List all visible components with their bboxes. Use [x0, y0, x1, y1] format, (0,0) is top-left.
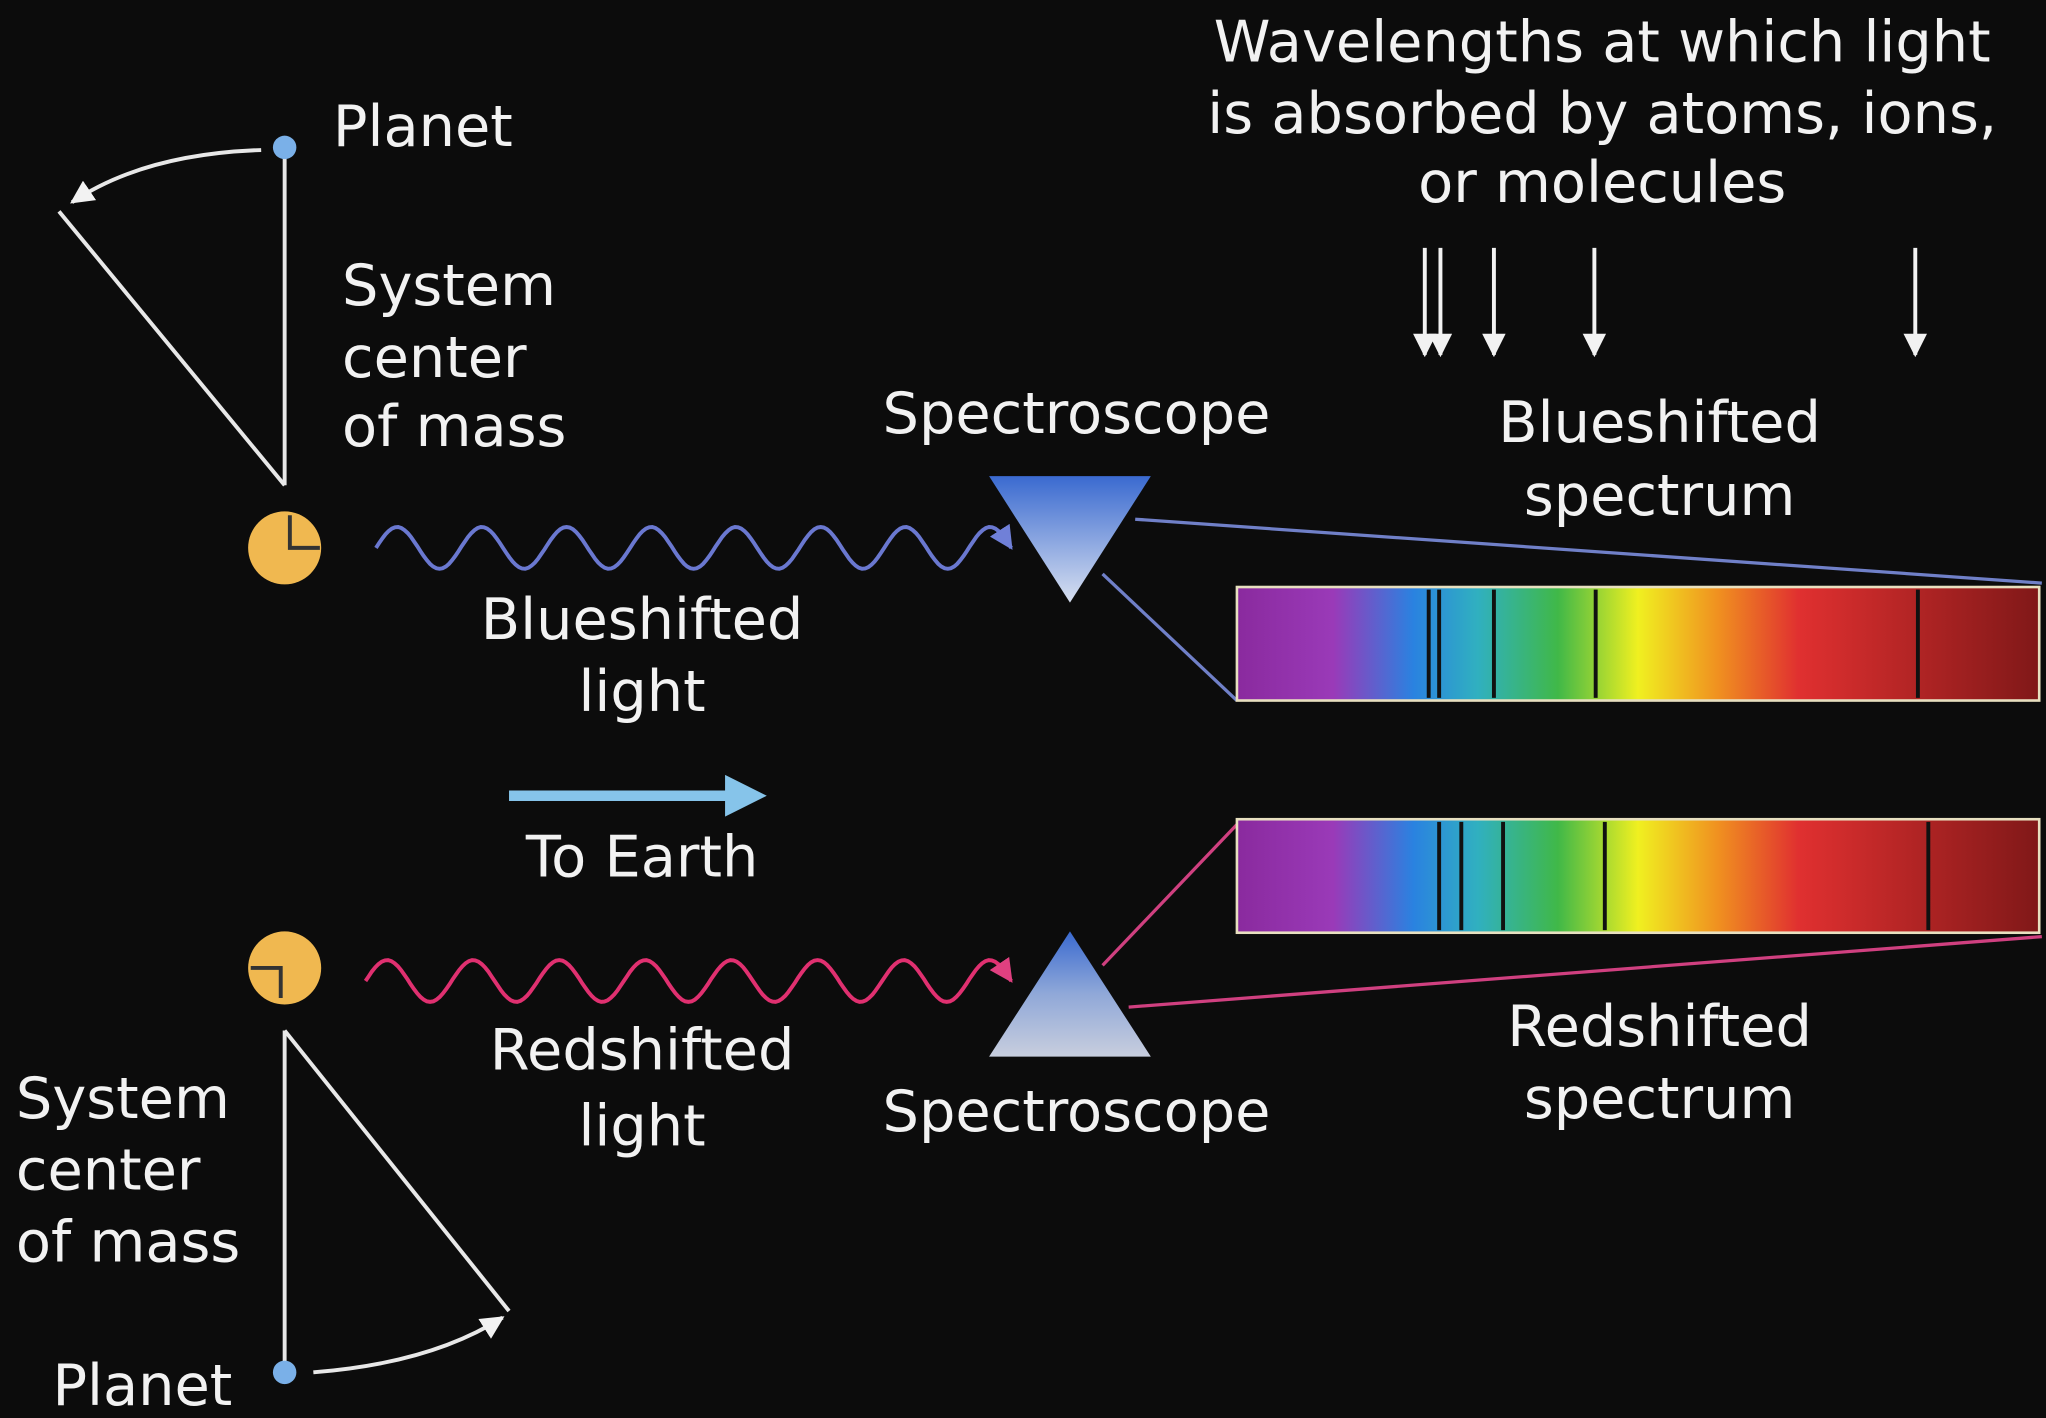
beam	[1101, 572, 1239, 702]
absorption-lines	[1437, 821, 1931, 931]
angle-mark	[250, 965, 283, 998]
note-line: or molecules	[1418, 149, 1786, 216]
com-label: System	[16, 1065, 230, 1132]
spectroscope-label: Spectroscope	[883, 1078, 1271, 1145]
planet	[272, 135, 297, 160]
light-label: light	[578, 1092, 705, 1159]
light-label: Blueshifted	[481, 586, 804, 653]
planet-label: Planet	[52, 1352, 232, 1418]
angle-mark	[287, 515, 320, 550]
light-label: Redshifted	[490, 1017, 795, 1084]
top-system	[57, 135, 2042, 702]
spectroscope-label: Spectroscope	[883, 380, 1271, 447]
planet	[272, 1360, 297, 1385]
beam	[1128, 935, 2042, 1009]
motion-arrow	[313, 1315, 505, 1375]
com-label: System	[342, 252, 556, 319]
spectrum-label: Redshifted	[1507, 993, 1812, 1060]
blueshifted-wave	[374, 523, 1013, 571]
beam	[1101, 823, 1239, 967]
spectrum	[1235, 817, 2041, 935]
planet-label: Planet	[333, 93, 513, 160]
spectrum-label: spectrum	[1524, 462, 1796, 529]
spectrum-label: spectrum	[1524, 1065, 1796, 1132]
absorption-lines	[1426, 589, 1920, 698]
com-label: center	[342, 324, 527, 391]
orbit-line	[57, 210, 287, 487]
com-label: of mass	[342, 393, 566, 460]
to-earth-label: To Earth	[525, 824, 759, 891]
prism	[989, 931, 1151, 1057]
redshifted-wave	[363, 956, 1013, 1004]
spectrum-label: Blueshifted	[1498, 389, 1821, 456]
star	[248, 511, 322, 585]
bottom-system	[248, 817, 2042, 1385]
beam	[1135, 517, 2042, 585]
light-label: light	[578, 658, 705, 725]
note-line: is absorbed by atoms, ions,	[1207, 80, 1997, 147]
wavelength-arrows	[1413, 247, 1928, 358]
orbit-line	[283, 1029, 511, 1313]
spectrum	[1235, 585, 2041, 702]
prism	[989, 476, 1151, 603]
note-line: Wavelengths at which light	[1214, 8, 1991, 75]
com-label: center	[16, 1137, 201, 1204]
star	[248, 931, 322, 1005]
com-label: of mass	[16, 1208, 240, 1275]
motion-arrow	[70, 148, 262, 204]
